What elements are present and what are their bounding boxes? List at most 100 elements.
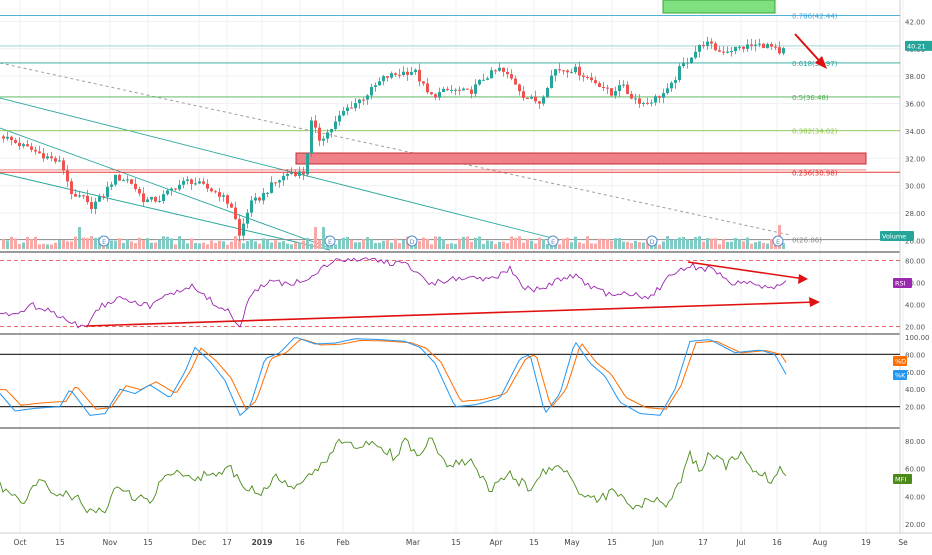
candle-body: [374, 85, 377, 88]
volume-bar: [426, 238, 429, 249]
red-supply-zone[interactable]: [295, 152, 867, 165]
volume-bar: [662, 241, 665, 249]
candle-body: [394, 73, 397, 75]
volume-bar: [70, 241, 73, 249]
volume-bar: [146, 238, 149, 249]
candle-body: [646, 102, 649, 104]
volume-bar: [550, 243, 553, 249]
rsi-trend-annotations[interactable]: [85, 261, 820, 327]
volume-bar: [230, 241, 233, 249]
candle-body: [486, 78, 489, 80]
event-marker-D: [406, 235, 418, 247]
candle-body: [642, 102, 645, 104]
volume-bar: [486, 240, 489, 249]
candle-body: [682, 63, 685, 67]
candle-body: [122, 180, 125, 182]
x-axis-tick: Feb: [336, 538, 350, 547]
candle-body: [506, 71, 509, 75]
stoch-axis-tick: 60.00: [905, 369, 925, 377]
candle-body: [226, 195, 229, 204]
candle-body: [130, 179, 133, 184]
volume-bar: [722, 239, 725, 249]
volume-bar: [510, 236, 513, 249]
candle-body: [114, 174, 117, 185]
volume-bar: [278, 242, 281, 249]
green-target-zone[interactable]: [662, 0, 776, 14]
candle-body: [398, 74, 401, 76]
candle-body: [638, 98, 641, 104]
volume-bar: [274, 240, 277, 249]
down-arrow-annotation[interactable]: [794, 33, 827, 69]
x-axis-tick: 16: [295, 538, 305, 547]
volume-bar: [502, 241, 505, 249]
volume-bar: [750, 243, 753, 249]
volume-bar: [374, 242, 377, 249]
candle-body: [550, 75, 553, 88]
candle-body: [290, 172, 293, 174]
candle-body: [554, 69, 557, 76]
x-axis-tick: 15: [529, 538, 539, 547]
volume-bar: [106, 241, 109, 249]
volume-bar: [702, 241, 705, 249]
candle-body: [686, 62, 689, 64]
volume-bar: [390, 242, 393, 249]
candle-body: [250, 200, 253, 213]
candle-body: [750, 44, 753, 46]
volume-bar: [766, 243, 769, 249]
volume-bar: [466, 236, 469, 249]
candle-body: [202, 181, 205, 184]
x-axis-tick: 2019: [252, 538, 273, 547]
volume-bar: [498, 241, 501, 249]
event-marker-label: D: [409, 238, 414, 246]
candle-body: [6, 136, 9, 139]
volume-bar: [450, 243, 453, 249]
volume-bar: [294, 242, 297, 249]
volume-bar: [622, 241, 625, 249]
candle-body: [134, 183, 137, 190]
candle-body: [410, 72, 413, 75]
candle-body: [758, 43, 761, 45]
candle-body: [38, 151, 41, 154]
indicator-badges[interactable]: 40.21 Volume RSI %D %K MFI: [880, 40, 932, 484]
candle-body: [598, 83, 601, 87]
candle-body: [730, 51, 733, 53]
volume-bar: [338, 239, 341, 249]
fibonacci-levels[interactable]: 0.786(42.44) 0.618(38.97) 0.5(36.48) 0.382(…: [0, 12, 900, 245]
volume-bar: [118, 238, 121, 249]
candle-body: [570, 72, 573, 74]
price-axis-tick: 42.00: [905, 18, 925, 26]
stoch-levels: [0, 353, 900, 408]
volume-bar: [30, 239, 33, 249]
fib-label: 0.786(42.44): [792, 12, 838, 20]
rsi-badge: [893, 278, 912, 288]
volume-bar: [682, 236, 685, 249]
volume-bar: [250, 238, 253, 249]
volume-bar: [54, 242, 57, 249]
candle-body: [558, 69, 561, 71]
volume-bar: [714, 238, 717, 249]
candle-body: [346, 107, 349, 111]
candle-body: [582, 75, 585, 78]
candle-body: [98, 196, 101, 202]
candle-body: [174, 188, 177, 190]
volume-bar: [182, 239, 185, 249]
candle-body: [426, 83, 429, 93]
candle-body: [714, 43, 717, 51]
candle-body: [22, 144, 25, 147]
price-axis-tick: 28.00: [905, 210, 925, 218]
event-marker-label: D: [649, 238, 654, 246]
candle-body: [726, 51, 729, 53]
rsi-axis-tick: 40.00: [905, 302, 925, 310]
volume-bar: [690, 240, 693, 249]
stoch-k-badge: [893, 370, 907, 380]
candle-body: [238, 219, 241, 236]
mfi-axis-tick: 80.00: [905, 438, 925, 446]
volume-bar: [14, 238, 17, 249]
candle-body: [602, 86, 605, 88]
trendlines[interactable]: [0, 62, 791, 251]
volume-bar: [574, 236, 577, 249]
volume-bar: [46, 244, 49, 249]
